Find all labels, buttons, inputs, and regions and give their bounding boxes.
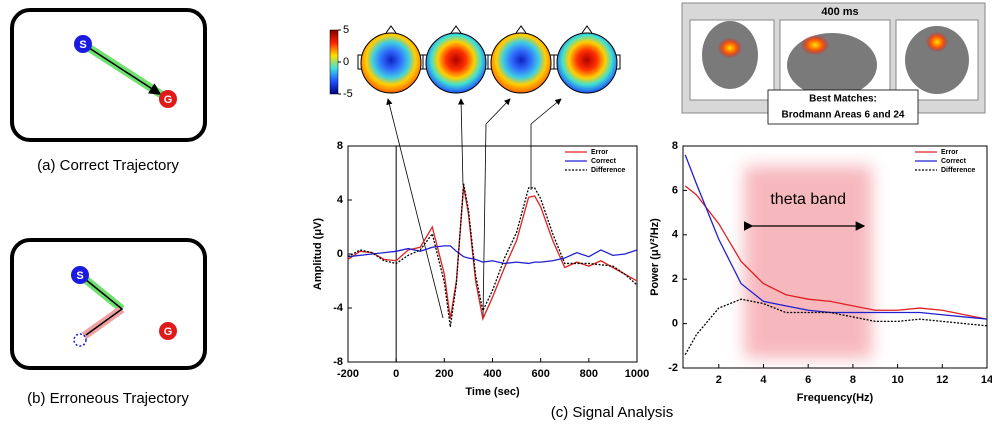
start-label: S	[76, 270, 83, 282]
legend-label: Difference	[941, 167, 975, 174]
pointer	[482, 123, 487, 319]
y-tick-label: 0	[337, 248, 343, 260]
brain	[787, 33, 877, 97]
colorbar-tick-label: -5	[343, 88, 353, 100]
panel-b: S G (b) Erroneous Trajectory	[10, 238, 207, 407]
band-shade	[744, 166, 873, 358]
x-tick-label: 10	[891, 374, 903, 386]
trajectory-arrow	[82, 43, 162, 95]
source-localization: 400 ms Best Matches: Brodmann Areas 6 an…	[681, 2, 986, 125]
x-tick-label: 1000	[625, 368, 649, 380]
series-line	[684, 298, 988, 355]
x-tick-label: 800	[580, 368, 598, 380]
y-axis-title: Amplitud (μV)	[312, 218, 324, 290]
x-tick-label: 6	[805, 374, 811, 386]
legend-label: Correct	[591, 158, 617, 165]
colorbar-tick-label: 0	[343, 56, 349, 68]
pointer	[530, 98, 562, 125]
time-label: 400 ms	[821, 6, 858, 18]
y-tick-label: 6	[672, 184, 678, 196]
brain	[905, 26, 969, 94]
y-tick-label: 4	[672, 229, 679, 241]
x-tick-label: 8	[850, 374, 856, 386]
legend-label: Correct	[941, 158, 967, 165]
series-line	[347, 186, 638, 321]
pointer	[485, 98, 511, 125]
x-tick-label: 12	[936, 374, 948, 386]
head	[553, 25, 621, 94]
topomaps	[329, 25, 621, 319]
x-tick-label: 600	[531, 368, 549, 380]
x-tick-label: 14	[981, 374, 992, 386]
y-tick-label: 8	[672, 140, 678, 152]
caption: (b) Erroneous Trajectory	[27, 390, 189, 407]
colorbar	[329, 29, 339, 95]
wrong-target	[73, 333, 87, 347]
goal-marker	[159, 90, 177, 108]
activation	[718, 38, 742, 58]
start-label: S	[79, 39, 86, 51]
pointer	[386, 98, 444, 319]
y-tick-label: 0	[672, 318, 678, 330]
head	[357, 25, 425, 94]
activation	[926, 32, 948, 52]
legend-label: Error	[591, 149, 608, 156]
y-tick-label: -8	[333, 356, 343, 368]
x-tick-label: 4	[760, 374, 767, 386]
head	[422, 25, 490, 94]
x-tick-label: 200	[435, 368, 453, 380]
colorbar-tick-label: 5	[343, 24, 349, 36]
caption: (a) Correct Trajectory	[37, 157, 179, 174]
panel-frame	[10, 238, 207, 370]
y-tick-label: -2	[668, 362, 678, 374]
x-tick-label: 0	[393, 368, 399, 380]
series-line	[347, 183, 638, 327]
goal-label: G	[164, 94, 173, 106]
goal-label: G	[164, 326, 173, 338]
pointer	[457, 98, 465, 186]
label-box	[767, 89, 919, 125]
match-label: Brodmann Areas 6 and 24	[781, 110, 904, 121]
y-axis-title: Power (μV²/Hz)	[649, 218, 661, 296]
band-label: theta band	[770, 191, 846, 208]
trajectory-line	[79, 274, 124, 336]
y-tick-label: 2	[672, 273, 678, 285]
y-tick-label: -4	[333, 302, 344, 314]
match-title: Best Matches:	[809, 94, 877, 105]
y-tick-label: 4	[337, 194, 344, 206]
goal-marker	[159, 322, 177, 340]
x-tick-label: 400	[483, 368, 501, 380]
head	[487, 25, 555, 94]
panel-a: S G (a) Correct Trajectory	[10, 8, 207, 174]
plot-frame	[682, 145, 988, 369]
legend-label: Difference	[591, 167, 625, 174]
x-tick-label: 2	[716, 374, 722, 386]
series-line	[347, 245, 638, 265]
series-line	[684, 185, 988, 320]
start-marker	[71, 266, 89, 284]
x-tick-label: -200	[337, 368, 359, 380]
panel-frame	[10, 8, 207, 142]
y-tick-label: 8	[337, 140, 343, 152]
x-axis-title: Time (sec)	[465, 386, 520, 398]
legend-label: Error	[941, 149, 958, 156]
x-axis-title: Frequency(Hz)	[797, 392, 874, 404]
start-marker	[74, 35, 92, 53]
figure-caption: (c) Signal Analysis	[551, 404, 674, 421]
activation	[801, 35, 829, 55]
